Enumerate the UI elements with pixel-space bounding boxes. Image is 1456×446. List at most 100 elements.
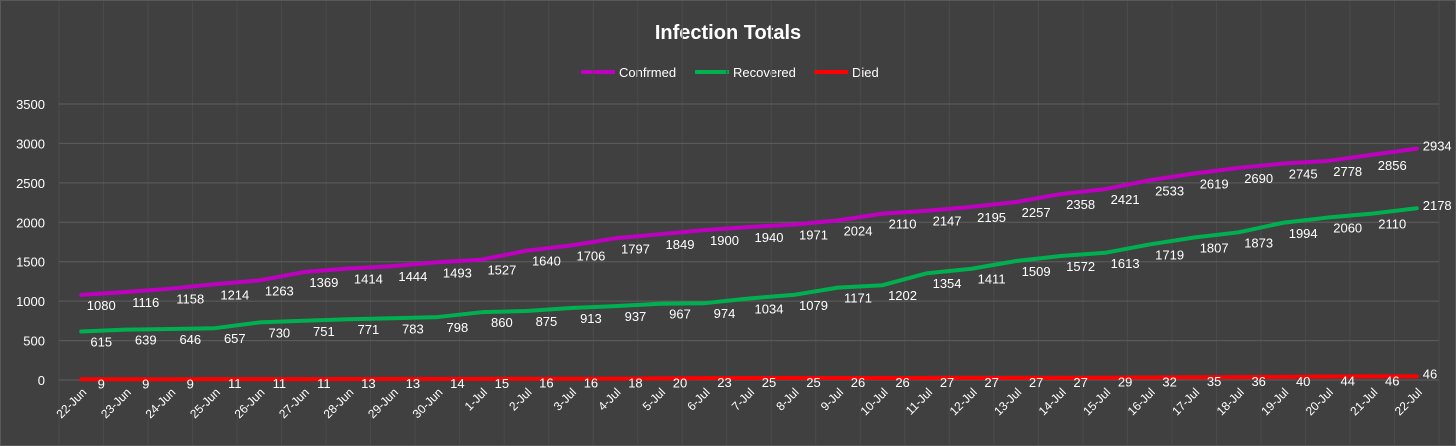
x-tick-label: 7-Jul: [729, 385, 757, 413]
data-label: 11: [273, 376, 287, 391]
x-tick-label: 20-Jul: [1303, 385, 1336, 418]
data-label: 1900: [710, 233, 739, 248]
x-tick-label: 22-Jul: [1392, 385, 1425, 418]
data-label: 32: [1162, 374, 1176, 389]
data-label: 2147: [933, 214, 962, 229]
x-tick-label: 10-Jul: [858, 385, 891, 418]
data-label: 27: [1029, 375, 1043, 390]
data-label: 1080: [87, 298, 116, 313]
data-label: 1034: [755, 301, 784, 316]
data-label: 1572: [1066, 259, 1095, 274]
data-label: 13: [361, 376, 375, 391]
legend-label: Recovered: [733, 65, 796, 80]
x-tick-label: 17-Jul: [1169, 385, 1202, 418]
data-label: 1079: [799, 298, 828, 313]
data-label: 657: [224, 331, 246, 346]
data-label: 40: [1296, 374, 1310, 389]
data-label: 1849: [666, 237, 695, 252]
data-label: 771: [358, 322, 380, 337]
data-label: 25: [762, 375, 776, 390]
data-label: 25: [806, 375, 820, 390]
data-label: 26: [851, 375, 865, 390]
x-tick-label: 19-Jul: [1258, 385, 1291, 418]
legend-item-died: Died: [814, 65, 879, 80]
x-tick-label: 2-Jul: [506, 385, 534, 413]
data-label: 35: [1207, 374, 1221, 389]
data-label: 1263: [265, 283, 294, 298]
data-label: 1719: [1155, 247, 1184, 262]
data-label: 1640: [532, 254, 561, 269]
y-tick-label: 3500: [16, 97, 45, 112]
data-label: 2421: [1111, 192, 1140, 207]
data-label: 9: [142, 376, 149, 391]
y-tick-label: 3000: [16, 136, 45, 151]
x-tick-label: 8-Jul: [773, 385, 801, 413]
data-label: 860: [491, 315, 513, 330]
x-tick-label: 6-Jul: [684, 385, 712, 413]
data-label: 1411: [978, 272, 1006, 287]
data-label: 2178: [1423, 198, 1452, 213]
data-label: 1202: [888, 288, 917, 303]
data-label: 1354: [933, 276, 962, 291]
series-lines: [79, 146, 1419, 382]
data-label: 14: [450, 376, 464, 391]
data-label: 1706: [576, 248, 605, 263]
x-tick-label: 13-Jul: [991, 385, 1024, 418]
data-label: 2533: [1155, 183, 1184, 198]
data-label: 1493: [443, 265, 472, 280]
data-label: 2856: [1378, 158, 1407, 173]
data-label: 913: [580, 311, 602, 326]
data-label: 46: [1385, 373, 1399, 388]
legend: Confrmed Recovered Died: [581, 65, 879, 80]
data-label: 1171: [844, 291, 872, 306]
data-label: 1214: [220, 287, 249, 302]
data-label: 974: [714, 306, 736, 321]
data-label: 27: [984, 375, 998, 390]
y-tick-label: 2500: [16, 176, 45, 191]
legend-item-confrmed: Confrmed: [581, 65, 676, 80]
data-label: 23: [717, 375, 731, 390]
legend-label: Confrmed: [619, 65, 676, 80]
data-label: 27: [940, 375, 954, 390]
y-tick-label: 2000: [16, 215, 45, 230]
data-label: 730: [268, 325, 290, 340]
x-tick-label: 14-Jul: [1036, 385, 1069, 418]
data-label: 639: [135, 333, 157, 348]
data-label: 1940: [755, 230, 784, 245]
data-label: 1414: [354, 271, 383, 286]
legend-item-recovered: Recovered: [695, 65, 796, 80]
data-label: 11: [228, 376, 242, 391]
data-label: 751: [313, 324, 335, 339]
x-tick-label: 4-Jul: [595, 385, 623, 413]
data-label: 1158: [176, 292, 204, 307]
data-label: 1509: [1022, 264, 1051, 279]
x-tick-label: 9-Jul: [818, 385, 846, 413]
data-label: 11: [317, 376, 331, 391]
data-label: 783: [402, 321, 424, 336]
x-tick-label: 21-Jul: [1347, 385, 1380, 418]
series-line-recovered: [79, 206, 1419, 334]
data-label: 16: [584, 376, 598, 391]
data-label: 36: [1251, 374, 1265, 389]
data-label: 615: [90, 335, 112, 350]
data-label: 875: [536, 314, 558, 329]
data-label: 1971: [799, 228, 828, 243]
data-label: 1613: [1111, 256, 1140, 271]
legend-label: Died: [852, 65, 879, 80]
data-label: 2257: [1022, 205, 1051, 220]
data-label: 1527: [487, 263, 516, 278]
gridlines: [58, 1, 1440, 445]
data-label: 2690: [1244, 171, 1273, 186]
data-label: 646: [179, 332, 201, 347]
data-label: 1873: [1244, 235, 1273, 250]
data-label: 2024: [844, 223, 873, 238]
data-label: 2110: [889, 217, 917, 232]
data-label: 26: [895, 375, 909, 390]
data-label: 2195: [977, 210, 1006, 225]
data-label: 9: [187, 376, 194, 391]
data-label: 2934: [1423, 139, 1452, 154]
data-label: 798: [447, 320, 469, 335]
